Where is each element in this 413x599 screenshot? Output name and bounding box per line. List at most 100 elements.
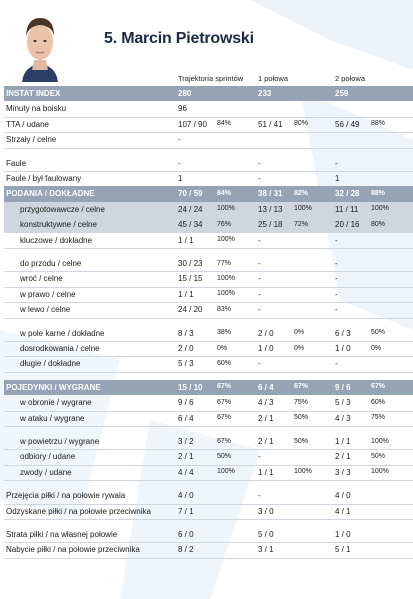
stat-percent: 100% bbox=[217, 274, 235, 282]
stat-row: Faule / był faulowany 1 - 1 bbox=[4, 171, 413, 188]
stat-label: wroć / celne bbox=[20, 274, 63, 284]
page-title: 5. Marcin Pietrowski bbox=[104, 30, 254, 47]
row-spacer bbox=[4, 148, 413, 156]
section-header-row: POJEDYNKI / WYGRANE 15 / 10 67% 6 / 4 67% 9 /… bbox=[4, 379, 413, 396]
stat-percent: 0% bbox=[217, 344, 228, 352]
stat-value: 30 / 23 bbox=[178, 259, 203, 268]
stat-value: 51 / 41 bbox=[258, 119, 283, 129]
stat-value: - bbox=[258, 274, 261, 284]
stat-value: - bbox=[335, 158, 338, 168]
stat-value: 2 / 1 bbox=[258, 437, 274, 446]
stat-value: 107 / 90 bbox=[178, 119, 207, 129]
stat-row: TTA / udane 107 / 90 84% 51 / 41 80% 56 / 49 8… bbox=[4, 117, 413, 134]
stat-value: 1 / 1 bbox=[258, 467, 274, 477]
stat-row: zwody / udane 4 / 4 100% 1 / 1 100% 3 / 3 100% bbox=[4, 465, 413, 482]
column-header-sprint: Trajektoria sprintów bbox=[178, 74, 244, 83]
stat-value: 7 / 1 bbox=[178, 506, 194, 516]
stat-label: Strzały / celne bbox=[6, 135, 57, 145]
stat-label: zwody / udane bbox=[20, 467, 72, 477]
stat-value: 1 bbox=[335, 174, 340, 183]
stat-row: Nabycie piłki / na połowie przeciwnika 8 … bbox=[4, 542, 413, 559]
stat-value: 1 bbox=[178, 174, 183, 183]
stat-value: 2 / 1 bbox=[178, 452, 194, 462]
stat-percent: 100% bbox=[371, 437, 389, 445]
stat-value: - bbox=[258, 359, 261, 369]
stat-percent: 67% bbox=[371, 383, 386, 391]
stat-label: Odzyskane piłki / na połowie przeciwnika bbox=[6, 506, 151, 516]
stat-value: - bbox=[178, 135, 181, 145]
stat-row: długie / dokładne 5 / 3 60% - - bbox=[4, 356, 413, 373]
stat-percent: 77% bbox=[217, 259, 232, 267]
stat-value: 38 / 31 bbox=[258, 189, 283, 199]
stat-value: 2 / 1 bbox=[258, 413, 274, 423]
stat-percent: 67% bbox=[217, 414, 232, 422]
stat-percent: 88% bbox=[371, 189, 386, 197]
stat-value: 6 / 4 bbox=[178, 413, 194, 423]
stat-label: w pole karne / dokładne bbox=[20, 328, 105, 338]
stat-label: Nabycie piłki / na połowie przeciwnika bbox=[6, 545, 140, 555]
stat-row: Strata piłki / na własnej połowie 6 / 0 5 … bbox=[4, 527, 413, 544]
stat-percent: 0% bbox=[371, 344, 382, 352]
stat-percent: 100% bbox=[217, 290, 235, 298]
stat-value: 25 / 18 bbox=[258, 220, 283, 230]
stat-percent: 80% bbox=[294, 120, 309, 128]
stat-value: 4 / 1 bbox=[335, 506, 351, 516]
stat-percent: 50% bbox=[294, 414, 309, 422]
stat-value: - bbox=[258, 491, 261, 501]
stat-label: do przodu / celne bbox=[20, 259, 82, 268]
stat-value: - bbox=[335, 289, 338, 299]
stat-value: - bbox=[258, 452, 261, 462]
stat-value: 11 / 11 bbox=[335, 204, 359, 214]
stat-value: 13 / 13 bbox=[258, 204, 283, 214]
stat-percent: 83% bbox=[217, 305, 232, 313]
stat-value: 4 / 0 bbox=[178, 491, 194, 501]
stat-row: wroć / celne 15 / 15 100% - - bbox=[4, 271, 413, 288]
stat-value: 8 / 3 bbox=[178, 328, 194, 338]
stat-row: w ataku / wygrane 6 / 4 67% 2 / 1 50% 4 / 3 75… bbox=[4, 411, 413, 427]
stat-value: 5 / 1 bbox=[335, 545, 351, 555]
stat-percent: 72% bbox=[294, 220, 309, 228]
stat-value: 9 / 6 bbox=[178, 398, 194, 408]
stat-row: w powietrzu / wygrane 3 / 2 67% 2 / 1 50% 1 /… bbox=[4, 434, 413, 451]
stat-value: 15 / 15 bbox=[178, 274, 203, 284]
stat-value: 3 / 3 bbox=[335, 467, 351, 477]
stat-value: 2 / 0 bbox=[178, 344, 194, 353]
stat-value: 1 / 0 bbox=[335, 530, 351, 539]
stat-row: Minuty na boisku 96 bbox=[4, 101, 413, 118]
stat-percent: 75% bbox=[371, 414, 386, 422]
stat-label: kluczowe / dokładne bbox=[20, 235, 93, 245]
stat-percent: 100% bbox=[371, 205, 389, 213]
stat-percent: 67% bbox=[217, 383, 232, 391]
stat-label: Minuty na boisku bbox=[6, 104, 67, 114]
stat-value: 1 / 0 bbox=[335, 344, 351, 353]
stat-value: 45 / 34 bbox=[178, 220, 203, 230]
stat-percent: 84% bbox=[217, 120, 232, 128]
stat-value: 4 / 4 bbox=[178, 467, 194, 477]
stat-value: 3 / 1 bbox=[258, 545, 274, 555]
stat-value: - bbox=[258, 158, 261, 168]
stat-value: 56 / 49 bbox=[335, 119, 360, 129]
stat-label: przygotowawcze / celne bbox=[20, 204, 105, 214]
stat-percent: 76% bbox=[217, 220, 232, 228]
player-photo bbox=[22, 18, 58, 82]
stat-percent: 82% bbox=[294, 189, 309, 197]
stat-value: 9 / 6 bbox=[335, 382, 351, 392]
stat-value: 6 / 3 bbox=[335, 328, 351, 338]
stat-value: 96 bbox=[178, 104, 187, 114]
stat-row: w pole karne / dokładne 8 / 3 38% 2 / 0 0% 6 … bbox=[4, 326, 413, 342]
stat-percent: 67% bbox=[217, 398, 232, 406]
stat-value: 24 / 24 bbox=[178, 204, 203, 214]
row-spacer bbox=[4, 372, 413, 380]
stat-value: - bbox=[335, 305, 338, 315]
stat-value: 5 / 0 bbox=[258, 530, 274, 539]
stat-row: do przodu / celne 30 / 23 77% - - bbox=[4, 256, 413, 273]
player-header: 5. Marcin Pietrowski Trajektoria sprintó… bbox=[0, 0, 413, 88]
stat-percent: 0% bbox=[294, 329, 305, 337]
stat-row: Strzały / celne - bbox=[4, 132, 413, 149]
stat-value: 280 bbox=[178, 89, 192, 98]
stat-row: w prawo / celne 1 / 1 100% - - bbox=[4, 287, 413, 304]
row-spacer bbox=[4, 519, 413, 527]
stat-percent: 100% bbox=[294, 468, 312, 476]
stat-label: TTA / udane bbox=[6, 119, 49, 129]
stat-label: w prawo / celne bbox=[20, 289, 76, 299]
